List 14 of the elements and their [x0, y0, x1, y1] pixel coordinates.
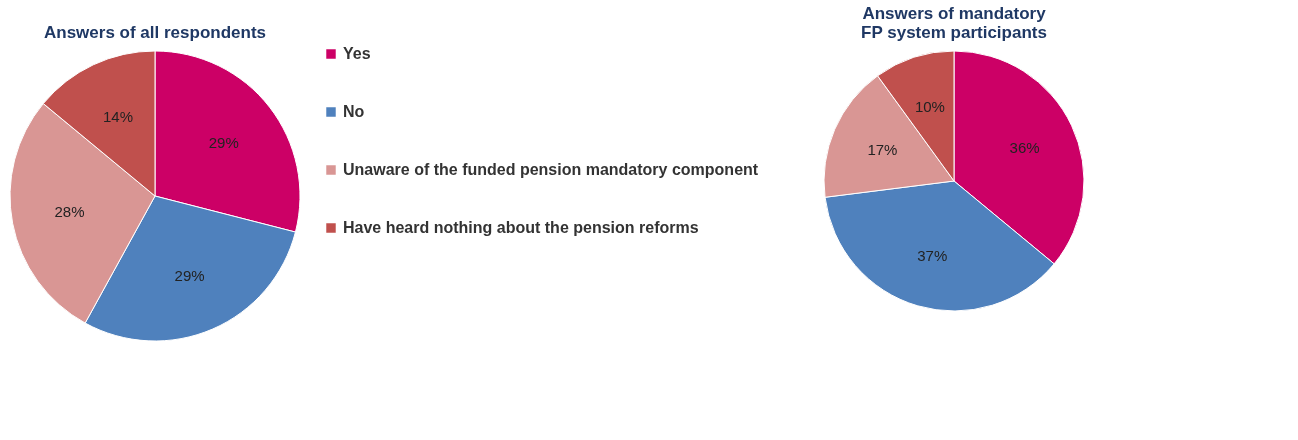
data-label: 29%	[208, 133, 239, 151]
data-label: 37%	[917, 246, 948, 264]
data-label: 28%	[54, 203, 85, 221]
data-label: 29%	[174, 266, 205, 284]
legend-label: No	[343, 103, 365, 120]
legend-label: Have heard nothing about the pension reforms	[343, 219, 699, 236]
legend-label: Yes	[343, 45, 371, 62]
chart-title: Answers of all respondents	[44, 23, 266, 42]
data-label: 36%	[1009, 138, 1040, 156]
chart-title: Answers of mandatory FP system participants	[861, 4, 1047, 42]
data-label: 17%	[867, 141, 898, 159]
legend-label: Unaware of the funded pension mandatory component	[343, 161, 759, 178]
data-label: 14%	[102, 108, 133, 126]
data-label: 10%	[914, 97, 945, 115]
